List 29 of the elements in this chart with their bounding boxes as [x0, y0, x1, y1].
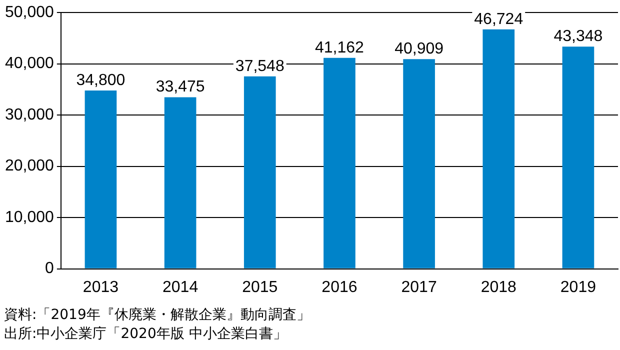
bar: [562, 46, 594, 268]
data-label: 33,475: [156, 78, 205, 96]
data-label: 46,724: [474, 10, 524, 28]
x-tick-label: 2016: [322, 278, 358, 296]
data-label: 40,909: [394, 40, 444, 58]
x-tick-label: 2017: [401, 278, 437, 296]
data-label: 37,548: [235, 58, 284, 75]
bar: [482, 29, 515, 268]
y-tick-label: 30,000: [5, 106, 54, 124]
x-tick-label: 2014: [162, 278, 198, 296]
bar: [403, 59, 435, 268]
text: 出所:中小企業庁「2020年版 中小企業白書」: [4, 325, 288, 344]
text: 資料:「2019年『休廃業・解散企業』動向調査」: [4, 306, 310, 325]
data-label: 43,348: [554, 28, 603, 46]
data-label: 41,162: [315, 39, 364, 56]
x-tick-label: 2019: [560, 278, 596, 296]
bar: [324, 58, 356, 268]
y-tick-label: 0: [45, 260, 54, 278]
x-tick-label: 2015: [242, 278, 278, 296]
y-tick-label: 10,000: [5, 208, 54, 226]
y-tick-label: 20,000: [5, 158, 54, 175]
bar: [244, 76, 276, 268]
y-tick-label: 40,000: [5, 55, 54, 72]
data-label: 34,800: [76, 72, 126, 89]
bar: [164, 97, 196, 268]
y-tick-label: 50,000: [5, 4, 54, 22]
x-tick-label: 2018: [480, 278, 517, 296]
x-tick-label: 2013: [82, 278, 119, 296]
bar: [84, 90, 117, 268]
